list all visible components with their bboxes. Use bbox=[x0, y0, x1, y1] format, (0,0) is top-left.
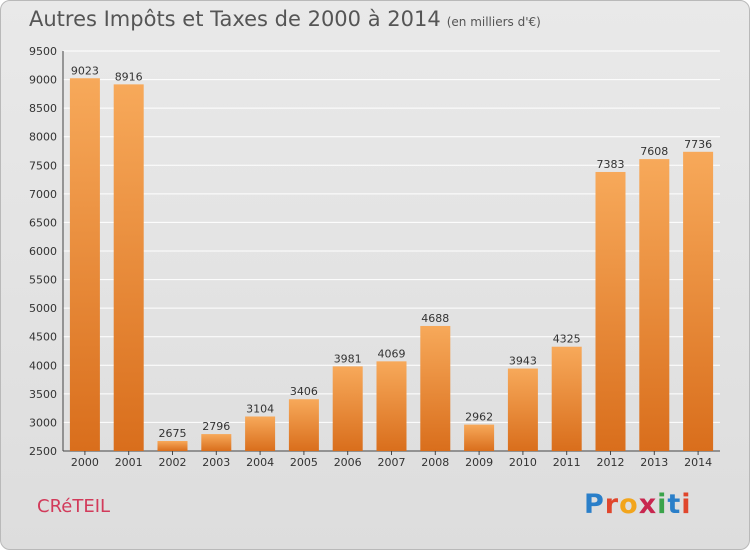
logo-letter: x bbox=[638, 489, 658, 520]
bars bbox=[69, 78, 714, 452]
data-label: 8916 bbox=[115, 70, 143, 83]
bar-2013 bbox=[639, 159, 670, 451]
data-label: 4069 bbox=[378, 347, 406, 360]
bar-2012 bbox=[595, 171, 626, 451]
x-tick-label: 2004 bbox=[246, 456, 274, 469]
x-tick-label: 2014 bbox=[684, 456, 712, 469]
logo-letter: P bbox=[584, 489, 605, 520]
y-tick-label: 9500 bbox=[29, 45, 57, 58]
data-label: 3104 bbox=[246, 402, 274, 415]
y-tick-label: 6500 bbox=[29, 216, 57, 229]
y-tick-label: 7000 bbox=[29, 188, 57, 201]
x-tick-labels: 2000 2001 2002 2003 2004 2005 2006 2007 2008 2009… bbox=[71, 456, 712, 469]
y-tick-label: 7500 bbox=[29, 159, 57, 172]
x-tick-label: 2002 bbox=[159, 456, 187, 469]
data-labels: 9023 8916 2675 2796 3104 3406 3981 4069 4688 2962… bbox=[71, 64, 712, 440]
chart-subtitle: (en milliers d'€) bbox=[446, 15, 541, 29]
data-label: 2962 bbox=[465, 411, 493, 424]
x-tick-label: 2012 bbox=[597, 456, 625, 469]
data-label: 7383 bbox=[597, 158, 625, 171]
bar-2011 bbox=[551, 346, 582, 451]
bar-2007 bbox=[376, 361, 407, 451]
logo-letter: t bbox=[667, 489, 682, 520]
data-label: 7608 bbox=[640, 145, 668, 158]
y-tick-label: 3500 bbox=[29, 388, 57, 401]
x-tick-label: 2013 bbox=[640, 456, 668, 469]
y-tick-label: 2500 bbox=[29, 445, 57, 458]
logo-letter: i bbox=[657, 489, 668, 520]
x-tick-label: 2003 bbox=[202, 456, 230, 469]
data-label: 7736 bbox=[684, 138, 712, 151]
bar-2010 bbox=[507, 368, 538, 451]
data-label: 3943 bbox=[509, 355, 537, 368]
y-tick-label: 6000 bbox=[29, 245, 57, 258]
data-label: 4688 bbox=[421, 312, 449, 325]
y-tick-label: 8000 bbox=[29, 131, 57, 144]
x-tick-label: 2005 bbox=[290, 456, 318, 469]
x-tick-label: 2000 bbox=[71, 456, 99, 469]
x-tick-label: 2006 bbox=[334, 456, 362, 469]
title-text: Autres Impôts et Taxes de 2000 à 2014 bbox=[29, 7, 441, 31]
bar-2001 bbox=[113, 84, 144, 451]
y-tick-label: 4000 bbox=[29, 359, 57, 372]
logo-letter: o bbox=[619, 489, 639, 520]
data-label: 2796 bbox=[202, 420, 230, 433]
bar-2006 bbox=[332, 366, 363, 451]
y-tick-label: 3000 bbox=[29, 416, 57, 429]
x-tick-label: 2010 bbox=[509, 456, 537, 469]
y-tick-labels: 2500 3000 3500 4000 4500 5000 5500 6000 6500 7000… bbox=[29, 45, 57, 458]
x-tick-label: 2011 bbox=[553, 456, 581, 469]
data-label: 2675 bbox=[159, 427, 187, 440]
y-tick-label: 4500 bbox=[29, 331, 57, 344]
logo-letter: i bbox=[681, 489, 692, 520]
proxiti-logo: Proxiti bbox=[584, 489, 692, 520]
bar-2004 bbox=[245, 416, 276, 451]
x-tick-label: 2008 bbox=[421, 456, 449, 469]
bar-2002 bbox=[157, 441, 188, 451]
y-tick-label: 8500 bbox=[29, 102, 57, 115]
bar-2008 bbox=[420, 325, 451, 451]
y-tick-label: 5000 bbox=[29, 302, 57, 315]
chart-title: Autres Impôts et Taxes de 2000 à 2014 (en… bbox=[29, 7, 541, 31]
x-tick-label: 2007 bbox=[378, 456, 406, 469]
logo-letter: r bbox=[604, 489, 620, 520]
y-tick-label: 5500 bbox=[29, 274, 57, 287]
commune-name: CRéTEIL bbox=[37, 496, 111, 517]
bar-2000 bbox=[69, 78, 100, 451]
bar-2014 bbox=[683, 151, 714, 452]
data-label: 4325 bbox=[553, 333, 581, 346]
data-label: 3981 bbox=[334, 352, 362, 365]
x-tick-label: 2001 bbox=[115, 456, 143, 469]
bar-2009 bbox=[464, 424, 495, 451]
bar-2005 bbox=[288, 399, 319, 451]
data-label: 3406 bbox=[290, 385, 318, 398]
y-tick-label: 9000 bbox=[29, 74, 57, 87]
bar-2003 bbox=[201, 434, 232, 451]
x-tick-label: 2009 bbox=[465, 456, 493, 469]
data-label: 9023 bbox=[71, 64, 99, 77]
